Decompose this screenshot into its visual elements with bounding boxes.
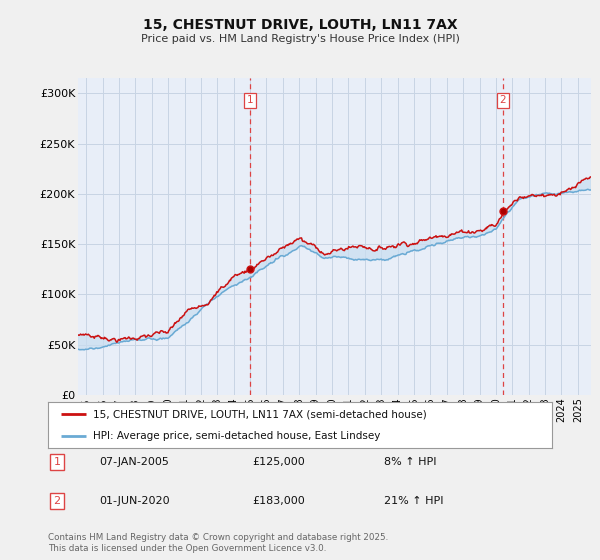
Text: 15, CHESTNUT DRIVE, LOUTH, LN11 7AX: 15, CHESTNUT DRIVE, LOUTH, LN11 7AX (143, 18, 457, 32)
Text: 21% ↑ HPI: 21% ↑ HPI (384, 496, 443, 506)
Text: 07-JAN-2005: 07-JAN-2005 (99, 457, 169, 467)
Text: 01-JUN-2020: 01-JUN-2020 (99, 496, 170, 506)
Text: 8% ↑ HPI: 8% ↑ HPI (384, 457, 437, 467)
Text: Contains HM Land Registry data © Crown copyright and database right 2025.
This d: Contains HM Land Registry data © Crown c… (48, 533, 388, 553)
Text: 1: 1 (53, 457, 61, 467)
Text: £125,000: £125,000 (252, 457, 305, 467)
Text: £183,000: £183,000 (252, 496, 305, 506)
Text: 1: 1 (247, 96, 253, 105)
Text: 2: 2 (500, 96, 506, 105)
Text: 2: 2 (53, 496, 61, 506)
Text: Price paid vs. HM Land Registry's House Price Index (HPI): Price paid vs. HM Land Registry's House … (140, 34, 460, 44)
Text: 15, CHESTNUT DRIVE, LOUTH, LN11 7AX (semi-detached house): 15, CHESTNUT DRIVE, LOUTH, LN11 7AX (sem… (94, 409, 427, 419)
Text: HPI: Average price, semi-detached house, East Lindsey: HPI: Average price, semi-detached house,… (94, 431, 381, 441)
